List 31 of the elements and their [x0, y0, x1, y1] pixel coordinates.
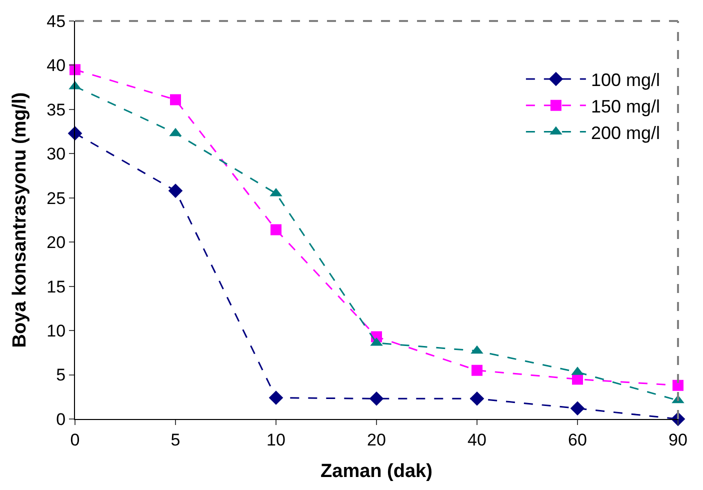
point: [570, 401, 585, 416]
x-tick-label: 60: [568, 430, 587, 450]
x-tick-label: 0: [70, 430, 80, 450]
y-tick-label: 10: [46, 322, 66, 341]
y-tick-label: 25: [46, 188, 66, 208]
y-tick-label: 15: [46, 277, 66, 296]
point: [369, 392, 384, 406]
point: [270, 224, 282, 236]
x-axis-title: Zaman (dak): [320, 461, 432, 482]
x-tick-label: 5: [170, 430, 180, 450]
point: [672, 380, 684, 391]
x-tick-label: 10: [266, 430, 286, 450]
legend-label: 200 mg/l: [590, 122, 660, 143]
y-tick-label: 30: [46, 144, 66, 164]
y-tick-label: 40: [46, 56, 66, 76]
point: [170, 94, 181, 106]
y-tick-label: 20: [46, 233, 66, 252]
point: [168, 184, 183, 198]
point: [472, 364, 482, 376]
x-tick-label: 40: [468, 430, 486, 450]
point: [268, 390, 284, 405]
legend-label: 150 mg/l: [590, 96, 660, 116]
y-tick-label: 0: [56, 410, 66, 429]
y-tick-label: 5: [56, 366, 66, 385]
legend-label: 100 mg/l: [590, 70, 660, 90]
y-axis-title: Boya konsantrasyonu (mg/l): [10, 92, 31, 348]
y-tick-label: 45: [46, 12, 66, 31]
x-tick-label: 90: [668, 430, 688, 450]
x-tick-label: 20: [367, 430, 386, 450]
point: [470, 392, 484, 406]
y-tick-label: 35: [46, 100, 66, 120]
